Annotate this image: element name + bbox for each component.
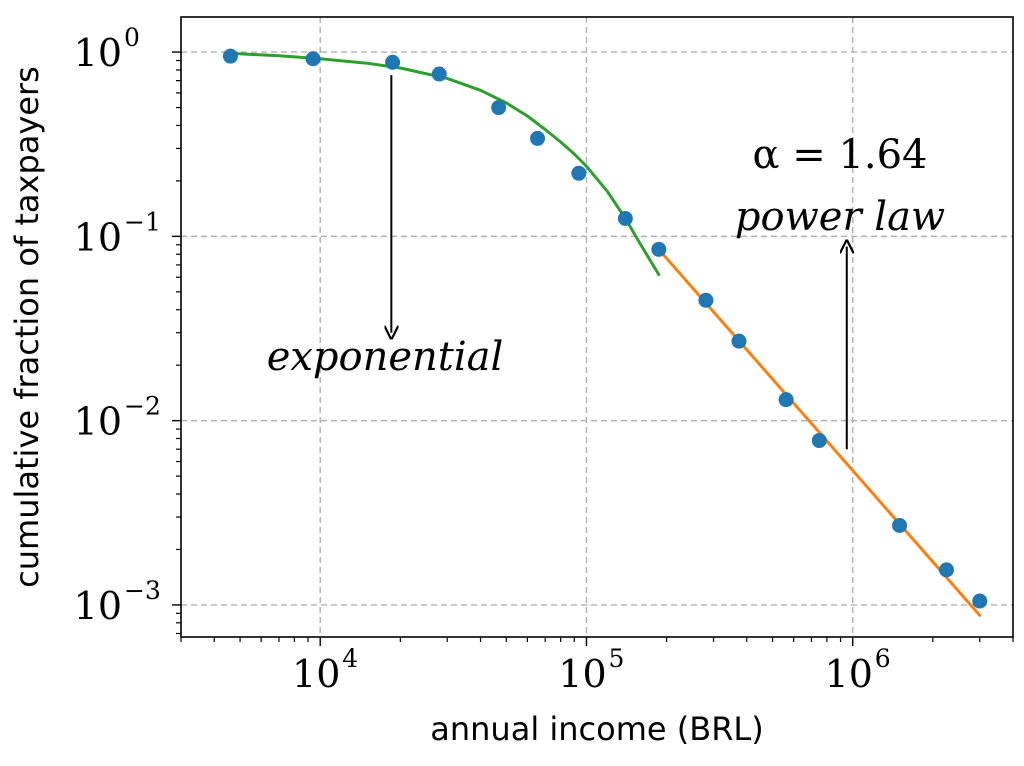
data-point bbox=[698, 292, 714, 308]
data-point bbox=[491, 100, 507, 116]
x-tick-exponent: 4 bbox=[342, 644, 358, 673]
y-tick-label: 10 bbox=[74, 584, 122, 628]
x-tick-label: 10 bbox=[558, 652, 606, 696]
fit-lines bbox=[228, 51, 982, 617]
x-tick-exponent: 6 bbox=[875, 644, 891, 673]
data-point bbox=[385, 54, 401, 70]
data-point bbox=[530, 130, 546, 146]
y-tick-label: 10 bbox=[74, 215, 122, 259]
data-point bbox=[617, 211, 633, 227]
data-point bbox=[651, 241, 667, 257]
major-ticks bbox=[172, 51, 854, 646]
exponential-fit-line bbox=[228, 51, 661, 277]
y-tick-exponent: −2 bbox=[124, 392, 161, 421]
y-tick-exponent: −3 bbox=[124, 576, 161, 605]
minor-ticks bbox=[176, 59, 1014, 642]
data-point bbox=[731, 333, 747, 349]
grid-lines bbox=[181, 17, 1013, 637]
exponential-label: exponential bbox=[267, 334, 504, 380]
data-point bbox=[222, 48, 238, 64]
data-point bbox=[431, 66, 447, 82]
x-tick-exponent: 5 bbox=[608, 644, 624, 673]
alpha-label: α = 1.64 bbox=[752, 132, 927, 178]
y-tick-label: 10 bbox=[74, 400, 122, 444]
x-tick-label: 10 bbox=[292, 652, 340, 696]
plot-frame bbox=[180, 16, 1014, 638]
data-point bbox=[571, 165, 587, 181]
y-tick-exponent: −1 bbox=[124, 207, 161, 236]
y-tick-exponent: 0 bbox=[124, 23, 140, 52]
annotations: exponential α = 1.64 power law bbox=[267, 75, 945, 450]
y-tick-label: 10 bbox=[74, 31, 122, 75]
x-tick-label: 10 bbox=[825, 652, 873, 696]
data-point bbox=[305, 51, 321, 67]
power-law-fit-line bbox=[657, 247, 982, 617]
data-point bbox=[972, 593, 988, 609]
tick-labels: 10 4 10 5 10 610 010 −110 −210 −3 bbox=[74, 23, 891, 696]
data-point bbox=[811, 433, 827, 449]
data-point bbox=[778, 392, 794, 408]
power-law-label: power law bbox=[735, 194, 945, 240]
data-points bbox=[222, 48, 988, 609]
data-point bbox=[892, 517, 908, 533]
y-axis-label: cumulative fraction of taxpayers bbox=[8, 66, 46, 588]
x-axis-label: annual income (BRL) bbox=[430, 710, 763, 748]
data-point bbox=[938, 562, 954, 578]
